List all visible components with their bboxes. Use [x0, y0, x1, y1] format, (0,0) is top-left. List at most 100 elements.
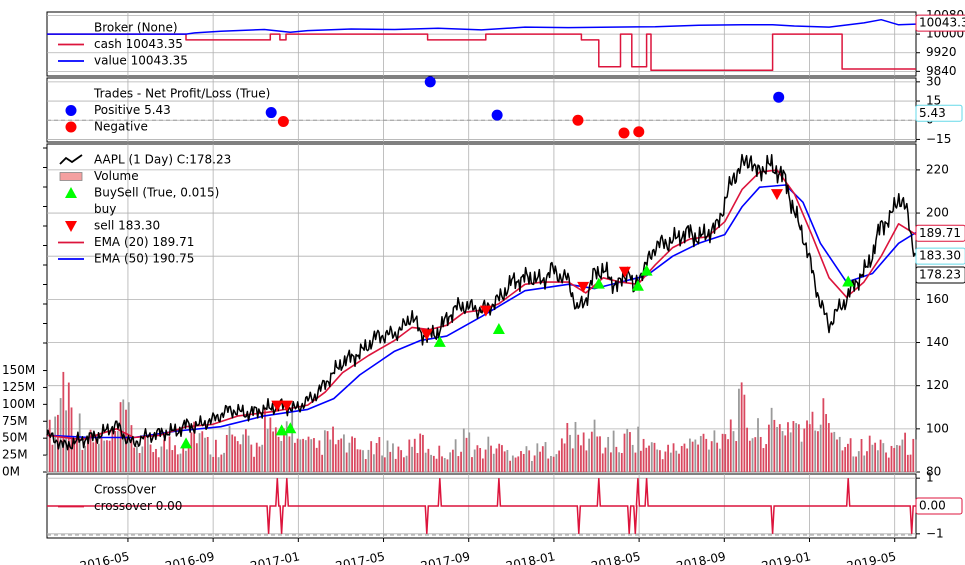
volume-bar — [887, 457, 890, 472]
volume-tick-label: 125M — [2, 380, 35, 394]
volume-bar — [672, 443, 675, 472]
volume-bar — [438, 445, 441, 472]
volume-bar — [193, 421, 196, 472]
legend-label: Broker (None) — [94, 21, 178, 35]
legend-dot — [65, 121, 77, 133]
volume-bar — [748, 440, 751, 472]
buy-marker — [180, 437, 193, 449]
volume-bar — [503, 451, 506, 472]
volume-bar — [898, 445, 901, 472]
volume-bar — [661, 459, 664, 472]
volume-bar — [509, 460, 512, 472]
volume-bar — [541, 446, 544, 472]
volume-bar — [62, 371, 65, 472]
volume-bar — [590, 431, 593, 472]
volume-bar — [133, 447, 136, 472]
volume-bar — [345, 452, 348, 472]
volume-bar — [743, 394, 746, 472]
volume-bar — [288, 436, 291, 472]
volume-bar — [558, 450, 561, 472]
x-tick-label: 2017-01 — [249, 549, 301, 565]
volume-bar — [155, 448, 157, 472]
volume-bar — [359, 449, 362, 472]
volume-bar — [468, 432, 471, 472]
volume-bar — [255, 442, 258, 472]
volume-bar — [811, 411, 814, 472]
volume-bar — [86, 440, 89, 472]
volume-tick-label: 75M — [2, 414, 28, 428]
date-axis: 2016-05 2016-09 2017-01 2017-05 2017-09 2018-… — [79, 538, 897, 565]
volume-bar — [54, 416, 57, 472]
x-tick-label: 2016-09 — [164, 549, 216, 565]
volume-bar — [836, 439, 838, 472]
volume-bar — [738, 388, 740, 472]
volume-bar — [223, 452, 225, 472]
volume-bar — [206, 436, 209, 472]
volume-bar — [849, 438, 852, 472]
volume-bar — [915, 439, 917, 472]
volume-bar — [285, 421, 288, 472]
volume-bar — [784, 435, 787, 472]
volume-bar — [860, 439, 863, 472]
volume-bar — [762, 448, 765, 472]
buy-marker — [640, 264, 653, 276]
volume-bar — [650, 442, 653, 472]
volume-bar — [97, 443, 100, 472]
volume-bar — [81, 449, 84, 472]
volume-bar — [247, 435, 250, 472]
volume-bar — [198, 433, 201, 472]
volume-bar — [909, 454, 912, 472]
legend-marker — [65, 187, 77, 198]
volume-bar — [795, 423, 798, 472]
volume-tick-label: 25M — [2, 448, 28, 462]
positive-trade-dot — [265, 107, 277, 119]
volume-bar — [566, 423, 569, 472]
positive-trade-dot — [773, 91, 785, 103]
volume-bar — [432, 455, 435, 472]
volume-bar — [817, 431, 819, 472]
volume-bar — [378, 437, 381, 472]
volume-tick-label: 50M — [2, 431, 28, 445]
legend-buy-triangle — [65, 187, 77, 198]
volume-bar — [596, 436, 599, 472]
volume-bar — [435, 458, 438, 472]
volume-bar — [296, 438, 299, 472]
y-tick-label: 220 — [926, 162, 949, 176]
volume-bar — [329, 439, 332, 472]
volume-bar — [462, 428, 465, 472]
volume-bar — [803, 428, 806, 472]
volume-bar — [244, 429, 247, 472]
volume-bar — [340, 438, 343, 472]
sell-marker — [280, 400, 293, 412]
broker-panel: 100801000099209840Broker (None)cash 1004… — [46, 8, 965, 78]
volume-bar — [623, 433, 626, 472]
volume-bar — [765, 444, 768, 472]
y-tick-label: 120 — [926, 378, 949, 392]
volume-bar — [604, 447, 607, 472]
volume-bar — [530, 460, 533, 472]
last-value-label: 0.00 — [919, 499, 946, 513]
volume-bar — [430, 454, 433, 472]
volume-bar — [525, 446, 528, 472]
sell-marker — [577, 281, 590, 293]
legend-label: cash 10043.35 — [94, 37, 183, 51]
volume-bar — [857, 451, 860, 472]
volume-bar — [746, 427, 749, 472]
volume-bar — [879, 439, 882, 472]
negative-trade-dot — [633, 126, 645, 138]
volume-bar — [343, 434, 345, 472]
volume-bar — [130, 425, 133, 472]
volume-bar — [680, 445, 683, 472]
y-tick-label: 9920 — [926, 45, 957, 59]
volume-bar — [253, 456, 255, 472]
y-tick-label: 15 — [926, 94, 941, 108]
volume-bar — [552, 456, 555, 472]
volume-bar — [302, 438, 304, 472]
volume-bar — [563, 443, 566, 472]
volume-bar — [648, 445, 650, 472]
volume-bar — [326, 431, 329, 472]
volume-bar — [392, 443, 394, 472]
volume-bar — [555, 454, 558, 472]
volume-bar — [381, 455, 383, 472]
crossover-panel: 1 −1 CrossOver crossover 0.00 0.00 — [46, 471, 963, 540]
